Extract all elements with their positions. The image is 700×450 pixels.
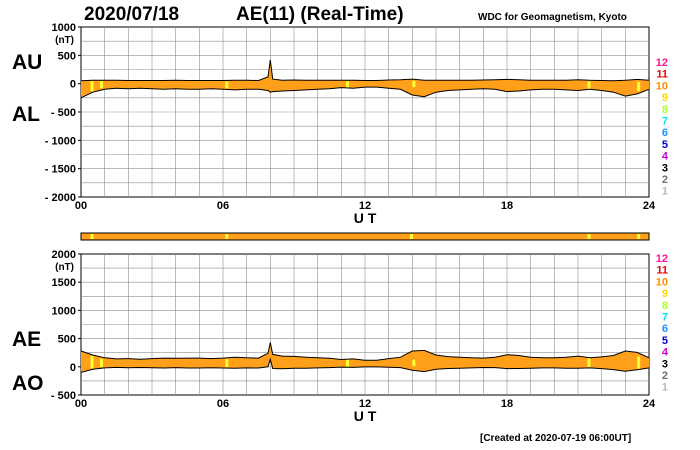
station-coverage-highlight bbox=[637, 234, 641, 239]
top-station-legend-item: 2 bbox=[662, 174, 668, 186]
top-highlight-stripe bbox=[99, 81, 103, 89]
top-highlight-stripe bbox=[225, 81, 229, 89]
bottom-station-legend-item: 2 bbox=[662, 370, 668, 382]
top-station-legend-item: 6 bbox=[662, 127, 668, 139]
bottom-highlight-stripe bbox=[225, 359, 229, 368]
top-highlight-stripe bbox=[412, 80, 416, 88]
station-coverage-highlight bbox=[225, 234, 229, 239]
station-coverage-highlight bbox=[587, 234, 591, 239]
bottom-highlight-stripe bbox=[587, 358, 591, 368]
top-highlight-stripe bbox=[90, 81, 94, 92]
bottom-y-tick-label: 0 bbox=[70, 362, 76, 374]
top-x-tick-label: 18 bbox=[501, 200, 513, 212]
station-coverage-strip bbox=[80, 232, 650, 241]
top-station-legend-item: 9 bbox=[662, 92, 668, 104]
top-unit-label: (nT) bbox=[55, 35, 74, 46]
top-station-legend-item: 3 bbox=[662, 162, 668, 174]
top-x-tick-label: 06 bbox=[217, 200, 229, 212]
chart-date: 2020/07/18 bbox=[84, 4, 180, 25]
created-timestamp: [Created at 2020-07-19 06:00UT] bbox=[480, 433, 632, 444]
bottom-highlight-stripe bbox=[637, 356, 641, 369]
bottom-y-tick-label: 1000 bbox=[52, 305, 76, 317]
top-y-tick-label: 1000 bbox=[52, 22, 76, 34]
bottom-station-legend-item: 10 bbox=[656, 276, 668, 288]
bottom-x-tick-label: 18 bbox=[501, 398, 513, 410]
bottom-station-legend-item: 1 bbox=[662, 382, 668, 394]
top-x-tick-label: 12 bbox=[359, 200, 371, 212]
bottom-station-legend-item: 3 bbox=[662, 358, 668, 370]
top-station-legend-item: 7 bbox=[662, 116, 668, 128]
top-highlight-stripe bbox=[346, 81, 350, 89]
bottom-y-tick-label: 500 bbox=[58, 334, 76, 346]
top-station-legend-item: 11 bbox=[656, 69, 668, 81]
data-source: WDC for Geomagnetism, Kyoto bbox=[478, 12, 627, 23]
bottom-x-tick-label: 12 bbox=[359, 398, 371, 410]
series-line-ao bbox=[80, 357, 650, 373]
bottom-station-legend-item: 8 bbox=[662, 300, 668, 312]
series-line-au bbox=[80, 59, 650, 82]
top-y-tick-label: - 500 bbox=[51, 107, 76, 119]
bottom-station-legend-item: 4 bbox=[662, 347, 669, 359]
top-band-area bbox=[81, 59, 649, 98]
top-highlight-stripe bbox=[587, 81, 591, 89]
top-y-tick-label: 500 bbox=[58, 50, 76, 62]
series-line-ae bbox=[80, 342, 650, 361]
top-station-legend-item: 12 bbox=[656, 57, 668, 69]
series-line-al bbox=[80, 86, 650, 99]
ae-label: AE bbox=[12, 328, 42, 351]
top-x-tick-label: 24 bbox=[643, 200, 656, 212]
bottom-x-axis-label: U T bbox=[354, 408, 377, 424]
top-station-legend-item: 1 bbox=[662, 186, 668, 198]
top-station-legend-item: 8 bbox=[662, 104, 668, 116]
bottom-station-legend-item: 9 bbox=[662, 288, 668, 300]
bottom-highlight-stripe bbox=[90, 355, 94, 369]
bottom-y-tick-label: 1500 bbox=[52, 277, 76, 289]
station-coverage-highlight bbox=[90, 234, 94, 239]
bottom-highlight-stripe bbox=[346, 358, 350, 367]
top-y-tick-label: - 1500 bbox=[45, 164, 76, 176]
top-y-tick-label: - 2000 bbox=[45, 192, 76, 204]
au-label: AU bbox=[12, 51, 43, 74]
top-highlight-stripe bbox=[637, 81, 641, 92]
top-x-axis-label: U T bbox=[354, 210, 377, 226]
bottom-station-legend-item: 11 bbox=[656, 265, 668, 277]
top-y-tick-label: 0 bbox=[70, 79, 76, 91]
top-station-legend-item: 5 bbox=[662, 139, 668, 151]
bottom-x-tick-label: 06 bbox=[217, 398, 229, 410]
chart-title: AE(11) (Real-Time) bbox=[236, 4, 404, 25]
bottom-station-legend-item: 5 bbox=[662, 335, 668, 347]
top-station-legend-item: 4 bbox=[662, 151, 669, 163]
bottom-x-tick-label: 00 bbox=[75, 398, 87, 410]
al-label: AL bbox=[12, 103, 40, 126]
station-coverage-highlight bbox=[409, 234, 413, 239]
bottom-y-tick-label: 2000 bbox=[52, 249, 76, 261]
bottom-band-area bbox=[81, 342, 649, 373]
bottom-station-legend-item: 6 bbox=[662, 323, 668, 335]
bottom-highlight-stripe bbox=[99, 358, 103, 367]
bottom-y-tick-label: - 500 bbox=[51, 390, 76, 402]
bottom-x-tick-label: 24 bbox=[643, 398, 656, 410]
top-x-tick-label: 00 bbox=[75, 200, 87, 212]
bottom-station-legend-item: 7 bbox=[662, 312, 668, 324]
bottom-station-legend-item: 12 bbox=[656, 253, 668, 265]
top-y-tick-label: - 1000 bbox=[45, 135, 76, 147]
top-station-legend-item: 10 bbox=[656, 80, 668, 92]
bottom-highlight-stripe bbox=[412, 359, 416, 367]
bottom-unit-label: (nT) bbox=[55, 262, 74, 273]
ao-label: AO bbox=[12, 372, 44, 395]
